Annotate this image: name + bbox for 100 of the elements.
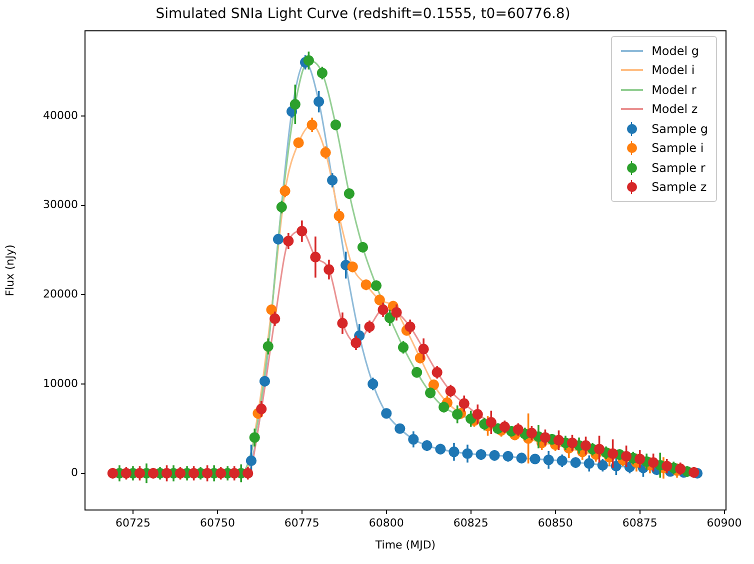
point bbox=[566, 438, 578, 448]
point bbox=[530, 454, 540, 464]
legend-label: Model z bbox=[652, 102, 698, 116]
point bbox=[570, 457, 581, 468]
point bbox=[306, 120, 318, 130]
point bbox=[262, 341, 274, 352]
point bbox=[540, 432, 551, 443]
point bbox=[489, 450, 500, 461]
point bbox=[276, 202, 287, 212]
y-tick-label: 30000 bbox=[43, 198, 78, 212]
x-tick-label: 60725 bbox=[115, 516, 150, 530]
point bbox=[242, 468, 254, 479]
point bbox=[272, 234, 284, 245]
point bbox=[662, 460, 672, 472]
y-axis-title: Flux (nJy) bbox=[3, 244, 16, 296]
point bbox=[324, 264, 334, 275]
point bbox=[438, 402, 450, 412]
chart-title: Simulated SNIa Light Curve (redshift=0.1555, t0=60776.8) bbox=[156, 6, 570, 22]
point bbox=[344, 188, 355, 199]
y-tick-label: 20000 bbox=[43, 287, 78, 300]
point bbox=[330, 120, 342, 130]
point bbox=[202, 468, 213, 479]
legend-label: Model g bbox=[652, 44, 700, 58]
point bbox=[378, 304, 388, 316]
point bbox=[334, 210, 344, 222]
point bbox=[688, 467, 700, 478]
x-tick-label: 60775 bbox=[284, 516, 320, 530]
point bbox=[381, 408, 392, 419]
y-tick-label: 40000 bbox=[43, 108, 78, 122]
point bbox=[327, 174, 338, 186]
point bbox=[246, 455, 257, 466]
point bbox=[502, 451, 514, 462]
point bbox=[314, 96, 324, 107]
point bbox=[337, 318, 348, 328]
point bbox=[553, 434, 564, 446]
point bbox=[516, 452, 527, 464]
y-tick-label: 10000 bbox=[43, 376, 78, 390]
point bbox=[293, 137, 304, 148]
point bbox=[584, 458, 594, 469]
y-tick-label: 0 bbox=[71, 466, 78, 480]
point bbox=[384, 312, 396, 324]
point bbox=[120, 468, 132, 479]
point bbox=[608, 448, 618, 459]
point bbox=[270, 313, 280, 324]
point bbox=[280, 186, 290, 196]
point bbox=[296, 226, 308, 236]
point bbox=[310, 252, 321, 262]
point bbox=[412, 367, 422, 378]
point bbox=[374, 294, 385, 306]
point bbox=[364, 321, 375, 332]
point bbox=[360, 279, 372, 290]
point bbox=[398, 342, 409, 353]
point bbox=[472, 409, 483, 420]
point bbox=[320, 147, 331, 158]
legend-label: Sample g bbox=[652, 122, 708, 136]
point bbox=[174, 468, 186, 479]
point bbox=[394, 423, 406, 434]
point bbox=[526, 428, 538, 438]
point bbox=[316, 68, 328, 78]
point bbox=[621, 451, 632, 462]
point bbox=[107, 468, 118, 479]
legend-label: Model r bbox=[652, 82, 696, 97]
point bbox=[499, 422, 510, 432]
point bbox=[161, 468, 172, 479]
point bbox=[283, 236, 294, 246]
x-tick-label: 60900 bbox=[706, 516, 742, 530]
point bbox=[594, 444, 605, 454]
point bbox=[462, 448, 473, 459]
point bbox=[435, 444, 446, 454]
point bbox=[512, 424, 524, 435]
point bbox=[408, 434, 419, 445]
x-tick-label: 60750 bbox=[200, 516, 235, 530]
point bbox=[486, 417, 496, 428]
point bbox=[428, 380, 440, 390]
point bbox=[404, 321, 416, 332]
point bbox=[452, 409, 463, 420]
point bbox=[391, 307, 402, 318]
point bbox=[432, 367, 442, 378]
point bbox=[216, 468, 226, 479]
point bbox=[648, 457, 659, 468]
point bbox=[290, 99, 300, 110]
x-tick-label: 60875 bbox=[622, 516, 658, 530]
point bbox=[556, 455, 568, 466]
point bbox=[425, 388, 436, 398]
point bbox=[357, 242, 368, 253]
point bbox=[445, 386, 456, 396]
x-tick-label: 60850 bbox=[538, 516, 573, 530]
point bbox=[418, 344, 429, 354]
point bbox=[580, 440, 592, 451]
legend-label: Model i bbox=[652, 63, 695, 78]
point bbox=[256, 404, 267, 414]
point bbox=[458, 398, 470, 409]
point bbox=[259, 376, 270, 387]
x-axis-title: Time (MJD) bbox=[374, 538, 436, 552]
legend-label: Sample i bbox=[652, 141, 704, 156]
point bbox=[368, 378, 378, 390]
legend-label: Sample r bbox=[652, 160, 706, 175]
point bbox=[476, 449, 486, 460]
point bbox=[229, 468, 240, 479]
point bbox=[249, 432, 260, 443]
